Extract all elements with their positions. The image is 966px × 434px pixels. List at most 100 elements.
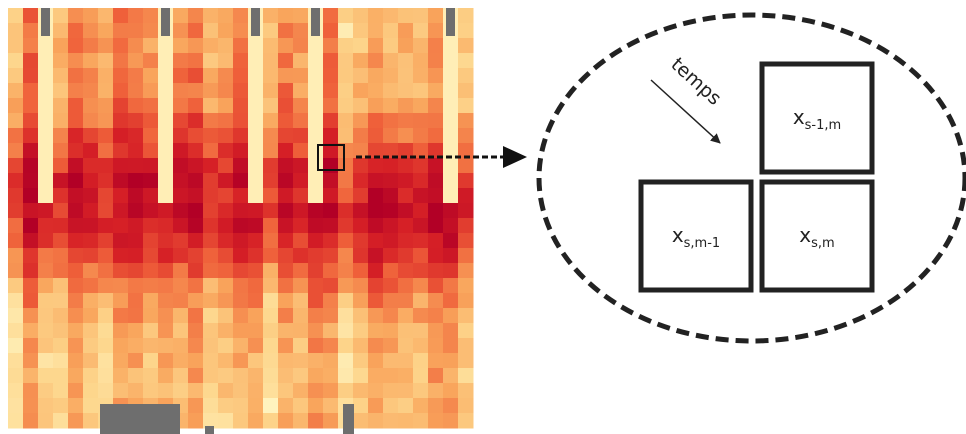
heatmap-cell [158, 98, 174, 114]
heatmap-cell [413, 308, 429, 324]
heatmap-cell [173, 38, 189, 54]
heatmap-cell [368, 218, 384, 234]
heatmap-cell [203, 383, 219, 399]
heatmap-cell [338, 38, 354, 54]
heatmap-cell [353, 398, 369, 414]
heatmap-cell [353, 368, 369, 384]
heatmap-cell [413, 218, 429, 234]
heatmap-cell [383, 263, 399, 279]
heatmap-cell [413, 173, 429, 189]
heatmap-cell [458, 368, 474, 384]
heatmap-cell [68, 173, 84, 189]
heatmap-cell [8, 98, 24, 114]
heatmap-cell [188, 278, 204, 294]
heatmap-cell [113, 293, 129, 309]
heatmap-cell [263, 143, 279, 159]
heatmap-cell [205, 426, 214, 434]
heatmap-cell [218, 218, 234, 234]
heatmap-cell [338, 53, 354, 69]
cell-subscript: s,m [811, 236, 835, 251]
heatmap-cell [143, 323, 159, 339]
heatmap-cell [323, 83, 339, 99]
heatmap-cell [128, 113, 144, 129]
heatmap-cell [248, 353, 264, 369]
heatmap-cell [263, 278, 279, 294]
heatmap-cell [8, 413, 24, 429]
heatmap-cell [158, 353, 174, 369]
heatmap-cell [368, 143, 384, 159]
heatmap-cell [353, 128, 369, 144]
heatmap-cell [83, 218, 99, 234]
heatmap-cell [128, 353, 144, 369]
heatmap-cell [338, 383, 354, 399]
heatmap-cell [113, 218, 129, 234]
heatmap-cell [203, 98, 219, 114]
heatmap-cell [398, 143, 414, 159]
heatmap-cell [8, 353, 24, 369]
heatmap-cell [428, 368, 444, 384]
heatmap-cell [158, 158, 174, 174]
heatmap-cell [203, 248, 219, 264]
heatmap-cell [143, 353, 159, 369]
heatmap-cell [428, 278, 444, 294]
heatmap-cell [158, 278, 174, 294]
heatmap-cell [413, 8, 429, 24]
heatmap-cell [98, 98, 114, 114]
heatmap-cell [128, 203, 144, 219]
heatmap-cell [158, 53, 174, 69]
heatmap-cell [368, 8, 384, 24]
heatmap-cell [338, 263, 354, 279]
heatmap-cell [8, 113, 24, 129]
heatmap-cell [413, 338, 429, 354]
heatmap-cell [308, 38, 324, 54]
heatmap-cell [383, 188, 399, 204]
heatmap-cell [8, 143, 24, 159]
heatmap-cell [458, 383, 474, 399]
heatmap-cell [203, 338, 219, 354]
heatmap-cell [188, 83, 204, 99]
heatmap-cell [158, 233, 174, 249]
heatmap-cell [413, 263, 429, 279]
heatmap-cell [323, 53, 339, 69]
heatmap-cell [413, 368, 429, 384]
heatmap-cell [383, 323, 399, 339]
heatmap-cell [218, 398, 234, 414]
heatmap-cell [113, 83, 129, 99]
heatmap-cell [173, 323, 189, 339]
heatmap-cell [218, 68, 234, 84]
heatmap-cell [23, 233, 39, 249]
heatmap-cell [368, 23, 384, 39]
heatmap-cell [398, 83, 414, 99]
heatmap-cell [353, 263, 369, 279]
heatmap-cell [293, 158, 309, 174]
heatmap-cell [188, 143, 204, 159]
heatmap-cell [203, 83, 219, 99]
heatmap-cell [128, 8, 144, 24]
heatmap-cell [23, 263, 39, 279]
heatmap-cell [158, 143, 174, 159]
heatmap-cell [413, 128, 429, 144]
heatmap-cell [323, 353, 339, 369]
heatmap-cell [323, 98, 339, 114]
heatmap-cell [218, 203, 234, 219]
heatmap-cell [443, 233, 459, 249]
heatmap-cell [248, 308, 264, 324]
heatmap-cell [293, 413, 309, 429]
heatmap-cell [188, 188, 204, 204]
heatmap-cell [443, 383, 459, 399]
heatmap-cell [458, 143, 474, 159]
heatmap-cell [248, 248, 264, 264]
heatmap-cell [38, 398, 54, 414]
heatmap-cell [218, 413, 234, 429]
heatmap-cell [83, 98, 99, 114]
heatmap-cell [248, 188, 264, 204]
heatmap-cell [53, 158, 69, 174]
heatmap-cell [53, 353, 69, 369]
heatmap-cell [293, 233, 309, 249]
heatmap-cell [338, 218, 354, 234]
heatmap-cell [128, 368, 144, 384]
heatmap-cell [203, 68, 219, 84]
heatmap-cell [248, 83, 264, 99]
heatmap-cell [188, 98, 204, 114]
heatmap-cell [368, 338, 384, 354]
